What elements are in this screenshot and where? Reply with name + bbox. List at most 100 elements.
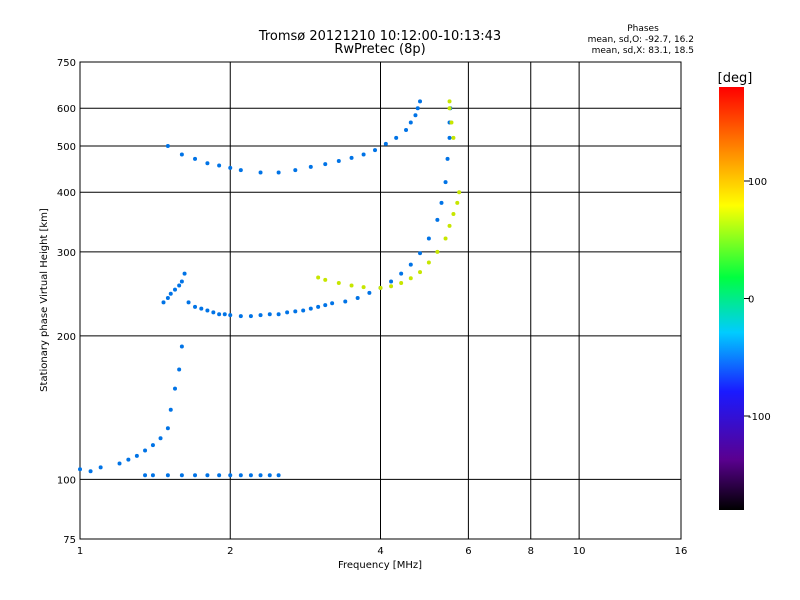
x-tick-label: 2 xyxy=(227,546,233,557)
data-point xyxy=(165,426,170,431)
data-point xyxy=(276,312,281,317)
data-point xyxy=(177,367,182,372)
y-tick-label: 500 xyxy=(57,142,76,153)
data-point xyxy=(158,436,163,441)
data-point xyxy=(447,99,452,104)
y-tick-label: 75 xyxy=(63,535,76,546)
data-point xyxy=(293,309,298,314)
data-point xyxy=(78,467,82,472)
data-point xyxy=(98,465,103,470)
data-point xyxy=(361,152,366,157)
data-point xyxy=(186,300,191,305)
data-point xyxy=(389,284,394,289)
colorbar-ticks: 100 0 -100 xyxy=(744,177,771,423)
data-point xyxy=(205,308,210,313)
data-point xyxy=(193,156,198,161)
data-point xyxy=(336,281,341,286)
y-tick-label: 600 xyxy=(57,104,76,115)
data-point xyxy=(228,473,233,478)
data-point xyxy=(177,283,182,288)
data-point xyxy=(355,296,360,301)
data-point xyxy=(217,473,222,478)
x-tick-label: 10 xyxy=(573,546,586,557)
data-point xyxy=(205,161,210,166)
data-point xyxy=(443,236,448,241)
data-point xyxy=(126,457,131,462)
data-point xyxy=(447,106,452,111)
data-point xyxy=(399,271,404,276)
data-point xyxy=(451,135,456,140)
data-point xyxy=(404,128,409,133)
data-point xyxy=(267,473,272,478)
data-point xyxy=(168,291,173,296)
x-tick-label: 8 xyxy=(528,546,534,557)
y-axis-label: Stationary phase Virtual Height [km] xyxy=(39,208,50,392)
colorbar-tick-label: 0 xyxy=(748,295,754,306)
y-tick-label: 750 xyxy=(57,58,76,69)
data-point xyxy=(293,168,298,173)
data-point xyxy=(316,275,321,280)
data-point xyxy=(150,473,155,478)
chart-title: Tromsø 20121210 10:12:00-10:13:43 xyxy=(258,29,501,44)
data-point xyxy=(276,473,281,478)
data-point xyxy=(217,312,222,317)
data-point xyxy=(308,164,313,169)
stats-title: Phases xyxy=(627,24,659,34)
data-point xyxy=(323,303,328,308)
data-point xyxy=(193,304,198,309)
data-point xyxy=(415,106,420,111)
data-point xyxy=(378,285,383,290)
data-point xyxy=(330,301,335,306)
chart-subtitle: RwPretec (8p) xyxy=(334,42,425,57)
data-point xyxy=(457,190,462,195)
data-point xyxy=(182,271,187,276)
data-point xyxy=(439,200,444,205)
data-point xyxy=(408,262,413,267)
data-point xyxy=(150,443,155,448)
data-point xyxy=(134,453,139,458)
data-point xyxy=(238,168,243,173)
y-tick-label: 400 xyxy=(57,188,76,199)
data-point xyxy=(205,473,210,478)
data-points xyxy=(78,99,462,478)
data-point xyxy=(161,300,166,305)
data-point xyxy=(413,113,418,118)
data-point xyxy=(179,279,184,284)
data-point xyxy=(323,162,328,167)
y-tick-labels: 75 100 200 300 400 500 600 750 xyxy=(57,58,76,546)
data-point xyxy=(308,306,313,311)
x-tick-label: 4 xyxy=(377,546,383,557)
data-point xyxy=(426,260,431,265)
y-tick-label: 300 xyxy=(57,248,76,259)
data-point xyxy=(383,141,388,146)
data-point xyxy=(165,473,170,478)
data-point xyxy=(447,223,452,228)
data-point xyxy=(435,249,440,254)
data-point xyxy=(408,276,413,281)
data-point xyxy=(451,212,456,217)
data-point xyxy=(276,170,281,175)
data-point xyxy=(267,312,272,317)
data-point xyxy=(193,473,198,478)
data-point xyxy=(179,473,184,478)
data-point xyxy=(217,163,222,168)
data-point xyxy=(435,217,440,222)
colorbar-unit-label: [deg] xyxy=(718,71,753,86)
stats-x-mode: mean, sd,X: 83.1, 18.5 xyxy=(592,46,694,56)
data-point xyxy=(258,313,263,318)
data-point xyxy=(418,99,423,104)
grid-lines xyxy=(80,62,681,539)
data-point xyxy=(143,473,148,478)
y-tick-label: 200 xyxy=(57,332,76,343)
colorbar-tick-label: -100 xyxy=(748,412,771,423)
data-point xyxy=(228,165,233,170)
data-point xyxy=(222,312,227,317)
data-point xyxy=(443,180,448,185)
data-point xyxy=(389,279,394,284)
x-tick-labels: 1 2 4 6 8 10 16 xyxy=(77,546,688,557)
data-point xyxy=(143,448,148,453)
colorbar xyxy=(719,87,744,510)
colorbar-tick-label: 100 xyxy=(748,177,767,188)
data-point xyxy=(248,473,253,478)
data-point xyxy=(172,386,177,391)
